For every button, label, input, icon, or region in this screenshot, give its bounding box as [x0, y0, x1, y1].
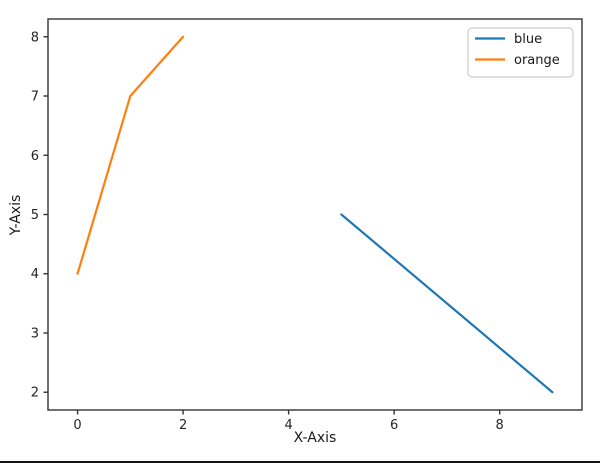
- bottom-border-rule: [0, 461, 600, 463]
- orange-line: [76, 35, 185, 275]
- y-tick-label: 7: [31, 90, 39, 105]
- x-tick-label: 6: [390, 418, 398, 433]
- y-tick-label: 8: [31, 30, 39, 45]
- legend-label-blue: blue: [514, 32, 542, 47]
- blue-line: [340, 213, 554, 394]
- x-tick-label: 4: [284, 418, 292, 433]
- y-tick-label: 2: [31, 386, 39, 401]
- y-axis-title: Y-Axis: [8, 194, 24, 236]
- legend: blue orange: [467, 27, 574, 78]
- legend-box: [467, 27, 574, 78]
- x-tick-label: 2: [179, 418, 187, 433]
- x-tick-label: 8: [496, 418, 504, 433]
- y-tick-label: 6: [31, 149, 39, 164]
- x-axis-title: X-Axis: [293, 430, 337, 446]
- legend-label-orange: orange: [514, 53, 560, 68]
- y-tick-label: 4: [31, 267, 39, 282]
- x-tick-label: 0: [73, 418, 81, 433]
- plot-frame: [47, 18, 583, 411]
- y-tick-label: 5: [31, 208, 39, 223]
- y-tick-label: 3: [31, 326, 39, 341]
